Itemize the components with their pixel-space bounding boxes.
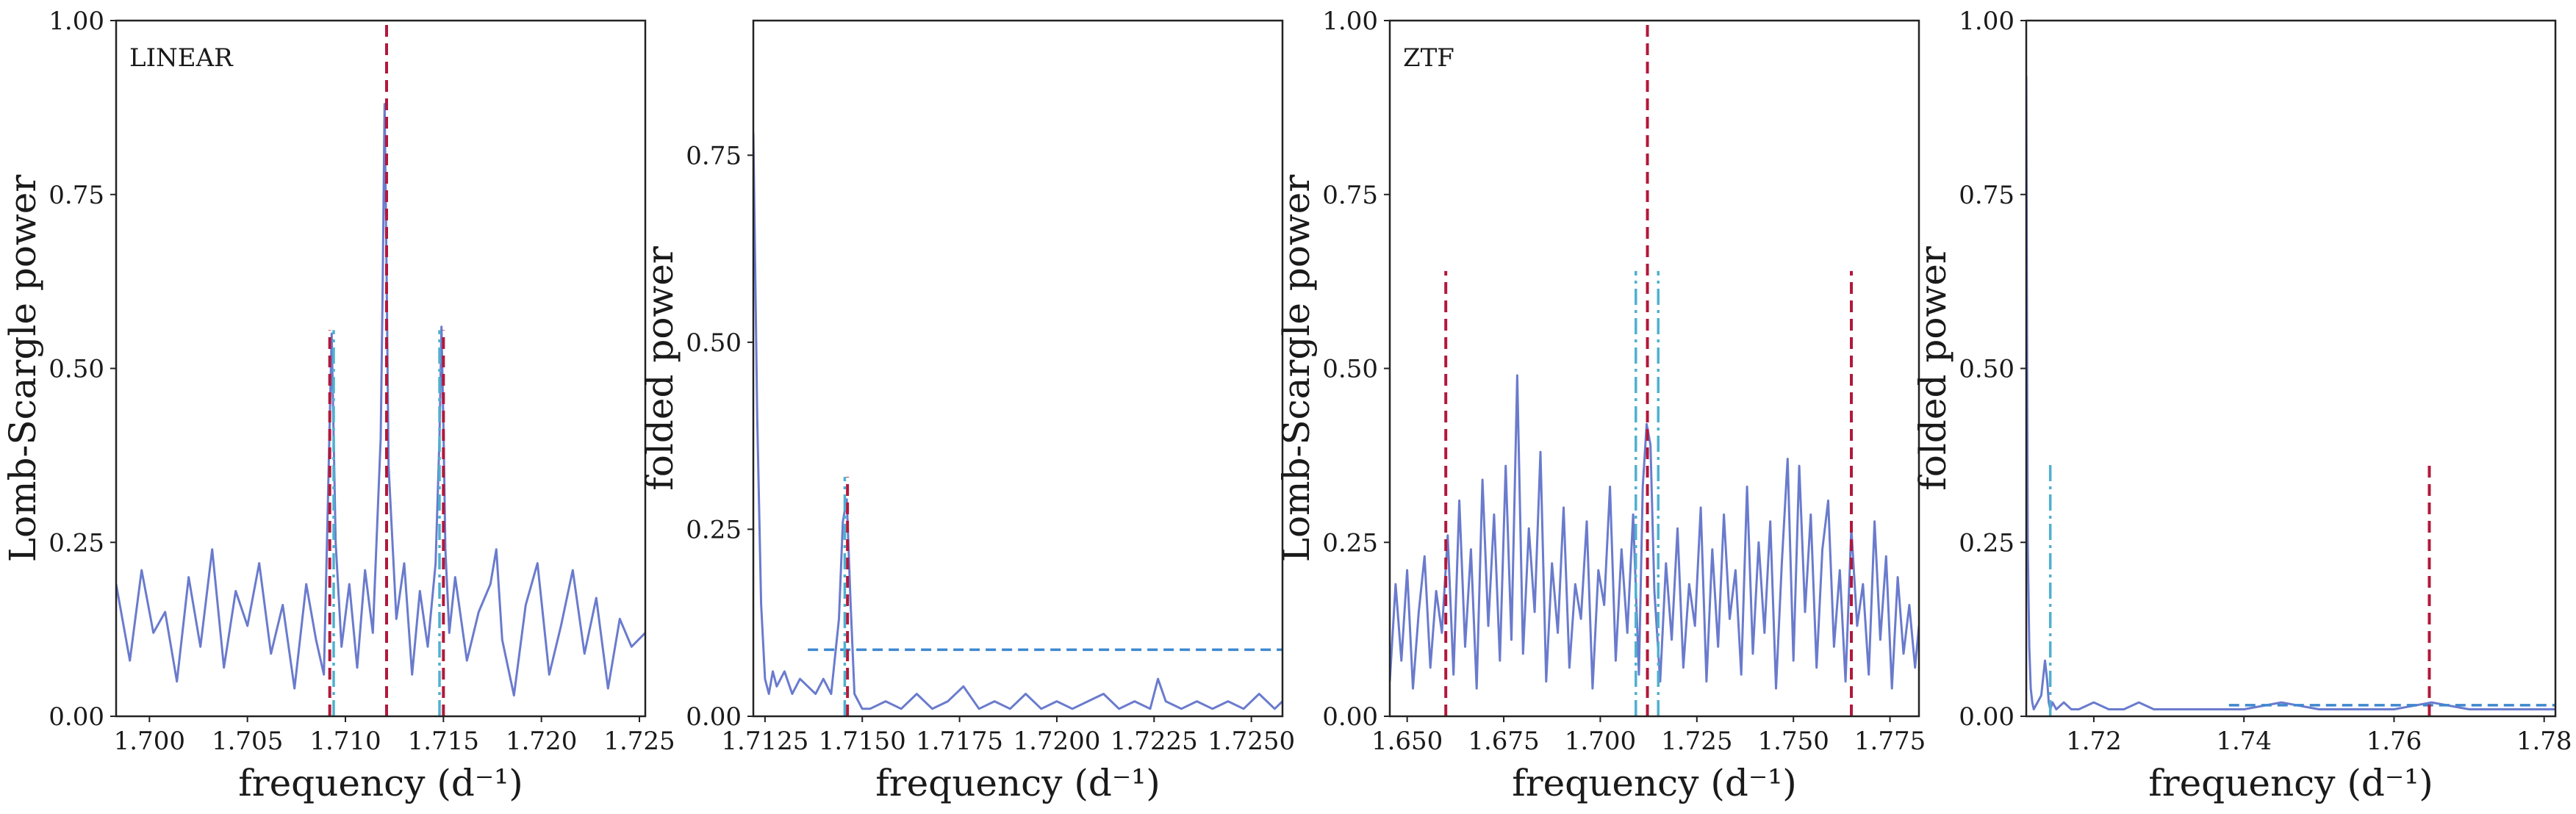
panel-4-frame bbox=[2025, 19, 2557, 718]
panel-1-xtick-label: 1.720 bbox=[506, 727, 577, 756]
panel-2-xtick-label: 1.7250 bbox=[1208, 727, 1295, 756]
panel-1-xtick-label: 1.705 bbox=[212, 727, 283, 756]
panel-4-ytick-label: 1.00 bbox=[1959, 7, 2014, 36]
panel-2-series-line bbox=[753, 132, 1282, 710]
panel-3-xtick-label: 1.775 bbox=[1854, 727, 1926, 756]
panel-4-xtick-label: 1.74 bbox=[2216, 727, 2272, 756]
panel-4-series-line bbox=[2026, 76, 2555, 710]
panel-2-xlabel: frequency (d⁻¹) bbox=[875, 762, 1160, 804]
panel-2-ytick-label: 0.00 bbox=[686, 702, 742, 732]
panel-3-ytick-label: 0.50 bbox=[1322, 355, 1378, 384]
panel-3-annotation: ZTF bbox=[1403, 43, 1454, 73]
panel-4-ytick-label: 0.75 bbox=[1959, 181, 2014, 210]
panel-1-xtick-label: 1.715 bbox=[408, 727, 479, 756]
panel-2-ylabel: folded power bbox=[639, 246, 681, 491]
panel-1-ytick-label: 0.00 bbox=[49, 702, 104, 732]
panel-3-ylabel: Lomb-Scargle power bbox=[1275, 175, 1318, 563]
panel-1-ytick-label: 0.25 bbox=[49, 528, 104, 558]
panel-3-xtick-label: 1.700 bbox=[1565, 727, 1636, 756]
panel-1-xtick-label: 1.725 bbox=[603, 727, 675, 756]
panel-1-ytick-label: 0.75 bbox=[49, 181, 104, 210]
panel-2-frame bbox=[752, 19, 1284, 718]
panel-3-xtick-label: 1.725 bbox=[1661, 727, 1732, 756]
panel-4-ytick-label: 0.00 bbox=[1959, 702, 2014, 732]
panel-1-xlabel: frequency (d⁻¹) bbox=[238, 762, 523, 804]
panel-3-xlabel: frequency (d⁻¹) bbox=[1512, 762, 1797, 804]
panel-4-xtick-label: 1.78 bbox=[2516, 727, 2572, 756]
panel-1-xtick-label: 1.710 bbox=[309, 727, 381, 756]
panel-1-ytick-label: 0.50 bbox=[49, 355, 104, 384]
panel-2-xtick-label: 1.7225 bbox=[1111, 727, 1198, 756]
panel-2-xtick-label: 1.7150 bbox=[819, 727, 906, 756]
panel-1-ytick-label: 1.00 bbox=[49, 7, 104, 36]
panel-3-ytick-label: 1.00 bbox=[1322, 7, 1378, 36]
panel-4-ytick-label: 0.25 bbox=[1959, 528, 2014, 558]
panel-3-ytick-label: 0.25 bbox=[1322, 528, 1378, 558]
panel-4-ytick-label: 0.50 bbox=[1959, 355, 2014, 384]
panel-1-annotation: LINEAR bbox=[129, 43, 234, 73]
panel-2-ytick-label: 0.75 bbox=[686, 141, 742, 170]
panel-2-xtick-label: 1.7175 bbox=[916, 727, 1003, 756]
panel-2-ytick-label: 0.50 bbox=[686, 328, 742, 358]
panel-3-series-line bbox=[1390, 374, 1919, 690]
panel-4-xlabel: frequency (d⁻¹) bbox=[2148, 762, 2433, 804]
panel-2-ytick-label: 0.25 bbox=[686, 515, 742, 544]
panel-2-xtick-label: 1.7125 bbox=[721, 727, 808, 756]
panel-4-xtick-label: 1.76 bbox=[2367, 727, 2422, 756]
panel-1-xtick-label: 1.700 bbox=[114, 727, 185, 756]
panel-3-xtick-label: 1.675 bbox=[1468, 727, 1539, 756]
panel-2-xtick-label: 1.7200 bbox=[1013, 727, 1100, 756]
panel-1-series-line bbox=[116, 103, 645, 697]
panel-1-ylabel: Lomb-Scargle power bbox=[1, 175, 44, 563]
panel-3-frame bbox=[1388, 19, 1920, 718]
panel-4-ylabel: folded power bbox=[1912, 246, 1954, 491]
panel-4-xtick-label: 1.72 bbox=[2066, 727, 2122, 756]
panel-3-xtick-label: 1.750 bbox=[1758, 727, 1829, 756]
panel-3-ytick-label: 0.75 bbox=[1322, 181, 1378, 210]
panel-3-ytick-label: 0.00 bbox=[1322, 702, 1378, 732]
panel-3-xtick-label: 1.650 bbox=[1371, 727, 1443, 756]
